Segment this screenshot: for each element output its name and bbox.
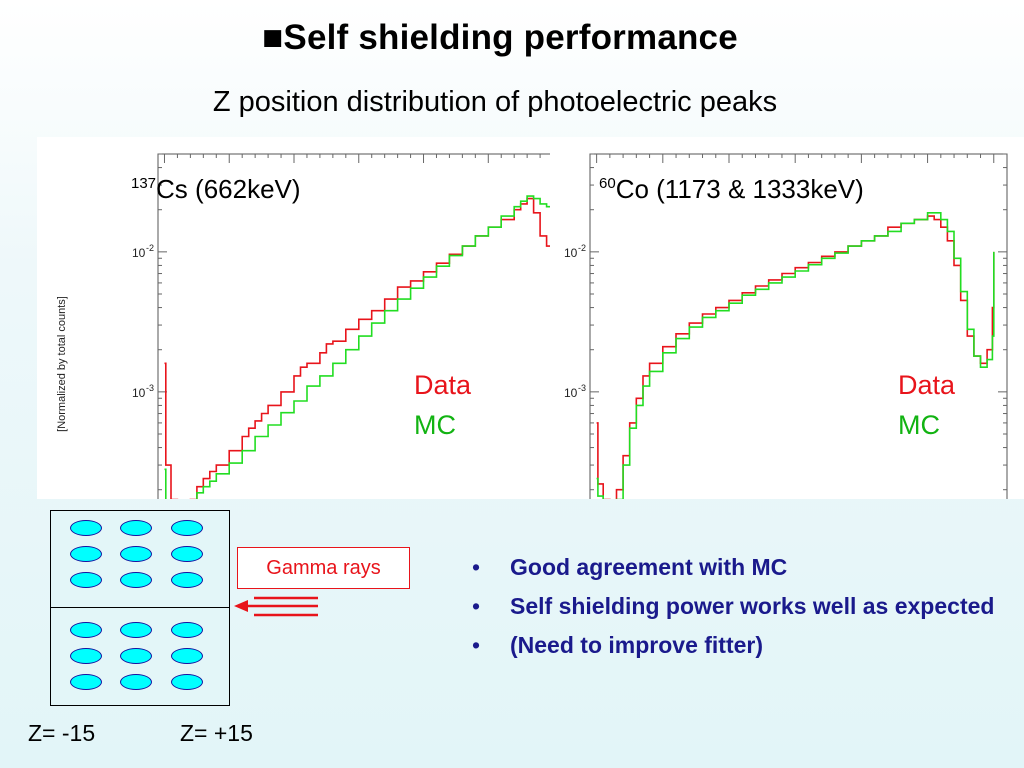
plot-frame [589,153,1008,499]
bullet-item: • Good agreement with MC [472,552,1012,583]
bullet-text: Self shielding power works well as expec… [510,593,995,619]
mc-series-line [164,195,550,499]
y-tick-exponent: -2 [146,243,154,253]
co60-mass-number: 60 [599,175,616,192]
bullet-dot: • [472,593,481,619]
plot-frame [157,153,550,499]
y-tick-label: 10 [564,246,578,260]
co60-title-text: Co (1173 & 1333keV) [615,174,864,204]
co60-legend-mc: MC [898,410,940,440]
scintillator-cell [120,520,152,536]
scintillator-cell [120,622,152,638]
co60-plot: -15-10-505101510-410-310-2z [cm] [564,153,1008,499]
cs137-legend-mc: MC [414,410,456,440]
bullet-list: • Good agreement with MC • Self shielding … [472,552,1012,669]
y-axis-label: [Normalized by total counts] [56,296,68,432]
detector-diagram [50,510,230,706]
scintillator-cell [171,520,203,536]
scintillator-cell [120,546,152,562]
scintillator-cell [70,546,102,562]
z-max-label: Z= +15 [180,720,253,746]
scintillator-cell [171,546,203,562]
gamma-arrows-icon [234,596,318,617]
bullet-dot: • [472,632,481,658]
mc-series-line [596,212,995,499]
y-tick-exponent: -3 [146,383,154,393]
scintillator-cell [70,622,102,638]
scintillator-cell [120,674,152,690]
scintillator-cell [70,520,102,536]
scintillator-cell [171,622,203,638]
scintillator-cell [120,572,152,588]
y-tick-label: 10 [564,386,578,400]
scintillator-cell [171,648,203,664]
co60-plot-title: 60Co (1173 & 1333keV) [599,174,864,205]
cs137-plot-title: 137Cs (662keV) [131,174,301,205]
bullet-item: • (Need to improve fitter) [472,630,1012,661]
cs137-legend-data: Data [414,370,472,400]
co60-legend-data: Data [898,370,956,400]
y-tick-label: 10 [132,246,146,260]
scintillator-cell [70,572,102,588]
bullet-text: (Need to improve fitter) [510,632,764,658]
scintillator-cell [70,648,102,664]
cs137-plot: -15-10-505101510-410-310-2z [cm][Normali… [56,153,550,499]
y-tick-exponent: -2 [578,243,586,253]
gamma-rays-label: Gamma rays [237,547,410,589]
scintillator-cell [70,674,102,690]
y-tick-label: 10 [132,386,146,400]
y-tick-exponent: -3 [578,383,586,393]
scintillator-cell [171,674,203,690]
bullet-dot: • [472,554,481,580]
bullet-item: • Self shielding power works well as expe… [472,591,1012,622]
scintillator-cell [120,648,152,664]
slide-title: ■Self shielding performance [262,18,738,57]
cs137-mass-number: 137 [131,175,157,192]
scintillator-cell [171,572,203,588]
bullet-text: Good agreement with MC [510,554,788,580]
z-min-label: Z= -15 [28,720,96,746]
detector-divider [51,607,229,608]
slide-subtitle: Z position distribution of photoelectric… [212,86,778,118]
cs137-title-text: Cs (662keV) [156,174,301,204]
